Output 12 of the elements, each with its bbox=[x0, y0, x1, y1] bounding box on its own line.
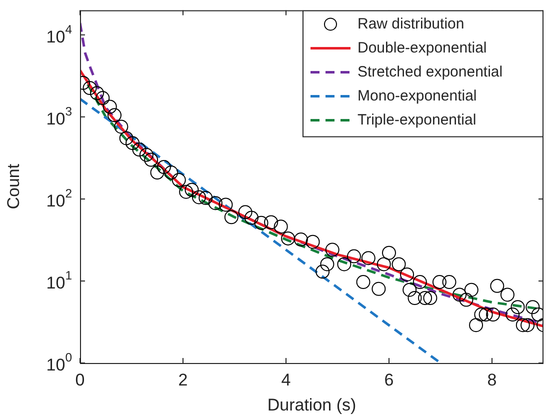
legend-label: Raw distribution bbox=[358, 15, 464, 32]
x-tick-label: 4 bbox=[281, 370, 291, 390]
y-axis-title: Count bbox=[4, 164, 23, 210]
legend-label: Double-exponential bbox=[358, 39, 487, 56]
x-tick-label: 8 bbox=[487, 370, 497, 390]
legend-label: Stretched exponential bbox=[358, 63, 503, 80]
x-tick-label: 6 bbox=[384, 370, 394, 390]
x-tick-label: 2 bbox=[178, 370, 188, 390]
legend-label: Triple-exponential bbox=[358, 111, 476, 128]
x-tick-label: 0 bbox=[75, 370, 85, 390]
legend-label: Mono-exponential bbox=[358, 87, 477, 104]
x-axis-title: Duration (s) bbox=[267, 395, 356, 414]
